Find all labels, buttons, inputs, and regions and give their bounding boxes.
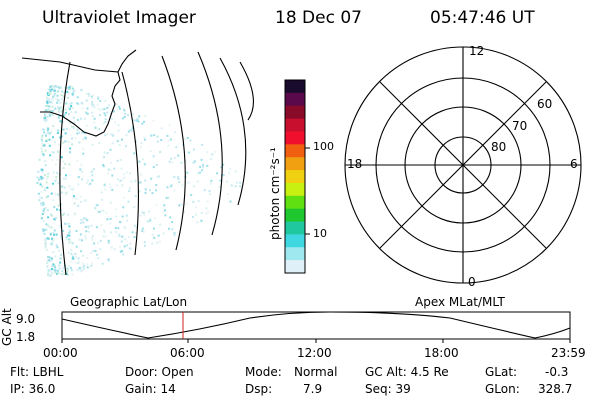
- polar-diagonal-2: [379, 81, 547, 249]
- colorbar-segment: [285, 260, 305, 274]
- colorbar-segment: [285, 247, 305, 261]
- altitude-curve: [61, 311, 571, 339]
- status-mode-value: Normal: [294, 365, 338, 379]
- xtick-2359: 23:59: [551, 346, 586, 360]
- status-glat-label: GLat:: [485, 365, 518, 379]
- status-ip: IP: 36.0: [10, 382, 56, 396]
- colorbar-segment: [285, 118, 305, 133]
- mlt-label-12: 12: [469, 44, 485, 58]
- status-flt: Flt: LBHL: [10, 365, 64, 379]
- coastline: [21, 57, 121, 137]
- altitude-x-ticks: [61, 339, 571, 343]
- alt-max-label: 9.0: [16, 312, 36, 326]
- colorbar-segment: [285, 92, 305, 107]
- xtick-0000: 00:00: [43, 346, 78, 360]
- mlt-label-0: 0: [468, 275, 476, 289]
- colorbar-segment: [285, 182, 305, 197]
- colorbar-label-10: 10: [313, 227, 327, 240]
- status-seq: Seq: 39: [365, 382, 411, 396]
- xtick-1200: 12:00: [297, 346, 332, 360]
- colorbar-segment: [285, 131, 305, 145]
- status-gc-alt: GC Alt: 4.5 Re: [365, 365, 449, 379]
- colorbar-segment: [285, 144, 305, 158]
- geographic-grid: [59, 51, 254, 276]
- coastline-north: [117, 49, 137, 73]
- date-label: 18 Dec 07: [275, 8, 362, 28]
- colorbar-segment: [285, 208, 305, 223]
- status-dsp-label: Dsp:: [245, 382, 273, 396]
- colorbar-segment: [285, 170, 305, 184]
- status-glon-value: 328.7: [538, 382, 573, 396]
- instrument-title: Ultraviolet Imager: [42, 8, 196, 28]
- polar-grid: [344, 46, 582, 284]
- apex-label: Apex MLat/MLT: [415, 295, 505, 309]
- geographic-label: Geographic Lat/Lon: [70, 295, 188, 309]
- colorbar-unit-label: photon cm⁻²s⁻¹: [268, 147, 282, 240]
- colorbar-segment: [285, 80, 305, 94]
- status-door: Door: Open: [125, 365, 194, 379]
- status-dsp-value: 7.9: [303, 382, 323, 396]
- xtick-0600: 06:00: [170, 346, 205, 360]
- uv-emission-speckles: [36, 85, 242, 277]
- colorbar-segment: [285, 221, 305, 235]
- alt-axis-label: GC Alt: [0, 308, 14, 346]
- alt-min-label: 1.8: [16, 330, 36, 344]
- xtick-1800: 18:00: [424, 346, 459, 360]
- colorbar-segment: [285, 234, 305, 248]
- altitude-strip-frame: [61, 311, 571, 340]
- mlt-label-6: 6: [570, 157, 578, 171]
- colorbar-frame: [284, 79, 306, 274]
- colorbar-label-100: 100: [313, 140, 334, 153]
- colorbar-segment: [285, 105, 305, 120]
- mlat-label-60: 60: [537, 97, 553, 111]
- colorbar-segment: [285, 157, 305, 171]
- mlt-label-18: 18: [347, 157, 363, 171]
- mlat-label-70: 70: [512, 119, 528, 133]
- time-label: 05:47:46 UT: [430, 8, 535, 28]
- status-gain: Gain: 14: [125, 382, 176, 396]
- status-glat-value: -0.3: [545, 365, 569, 379]
- status-mode-label: Mode:: [245, 365, 282, 379]
- colorbar: [285, 80, 305, 274]
- mlat-label-80: 80: [491, 140, 507, 154]
- colorbar-segment: [285, 195, 305, 210]
- status-glon-label: GLon:: [485, 382, 520, 396]
